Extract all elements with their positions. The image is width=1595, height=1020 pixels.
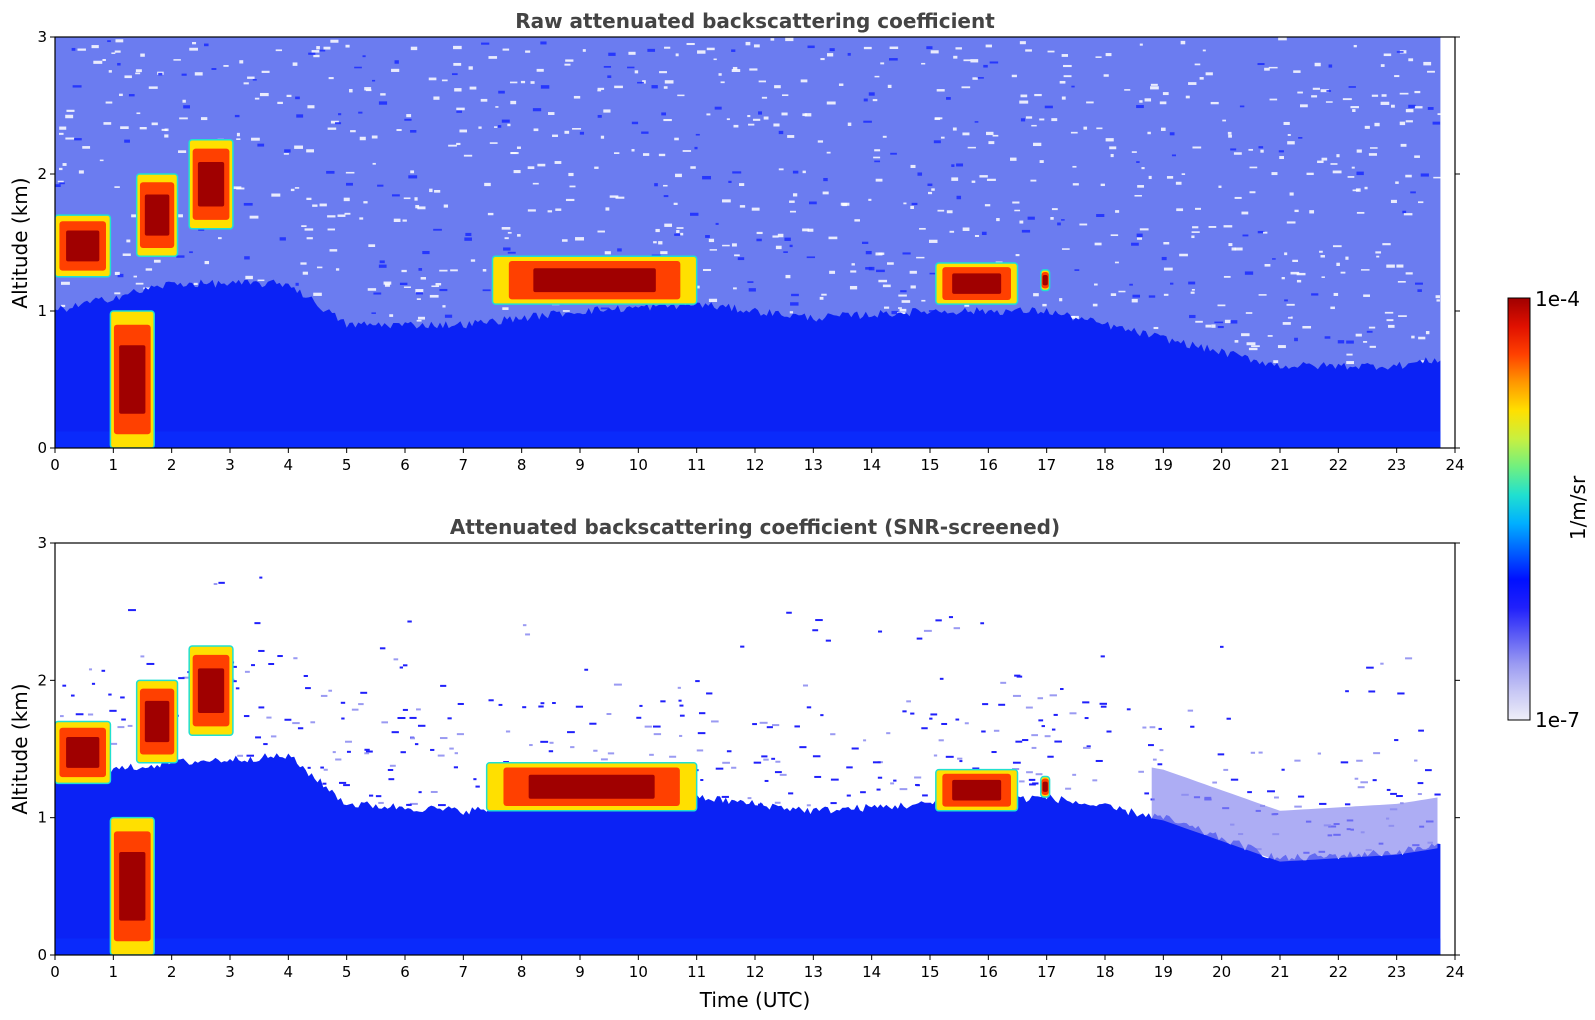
y-tick-label: 1 (37, 809, 47, 827)
surface-layer (55, 938, 1441, 955)
x-tick-label: 2 (167, 456, 177, 474)
x-tick-label: 17 (1037, 456, 1056, 474)
x-tick-label: 12 (745, 456, 764, 474)
x-tick-label: 11 (687, 963, 706, 981)
x-tick-label: 5 (342, 963, 352, 981)
x-tick-label: 7 (459, 963, 469, 981)
x-tick-label: 9 (575, 963, 585, 981)
panel-raw-y-label: Altitude (km) (8, 177, 32, 308)
colorbar: 1e-4 1e-7 1/m/sr (1507, 287, 1590, 732)
x-tick-label: 14 (862, 456, 881, 474)
x-tick-label: 19 (1154, 456, 1173, 474)
boundary-layer (55, 279, 1441, 448)
panel-raw-x-axis: 0 1 2 3 4 5 6 7 8 9 10 11 12 13 14 15 16 17 18 19 20 21 22 23 24 (50, 448, 1465, 474)
cloud-feature (55, 214, 112, 278)
colorbar-unit-label: 1/m/sr (1566, 475, 1590, 540)
cloud-feature (935, 768, 1019, 812)
y-tick-label: 0 (37, 439, 47, 457)
x-tick-label: 21 (1270, 456, 1289, 474)
x-tick-label: 17 (1037, 963, 1056, 981)
x-tick-label: 0 (50, 963, 60, 981)
x-tick-label: 16 (979, 456, 998, 474)
panel-screened-y-label: Altitude (km) (8, 683, 32, 814)
cloud-feature (188, 139, 234, 230)
x-tick-label: 8 (517, 456, 527, 474)
y-tick-label: 2 (37, 165, 47, 183)
x-tick-label: 10 (629, 456, 648, 474)
cloud-feature (1040, 775, 1051, 798)
x-tick-label: 4 (284, 963, 294, 981)
haze-band (1151, 767, 1438, 862)
x-tick-label: 22 (1329, 963, 1348, 981)
x-tick-label: 13 (804, 456, 823, 474)
x-tick-label: 1 (109, 963, 119, 981)
surface-layer (55, 431, 1441, 448)
x-tick-label: 11 (687, 456, 706, 474)
cloud-feature (491, 255, 698, 305)
panel-raw: Raw attenuated backscattering coefficien… (8, 9, 1465, 474)
x-tick-label: 2 (167, 963, 177, 981)
x-tick-label: 10 (629, 963, 648, 981)
panel-screened-y-axis: 0 1 2 3 (37, 534, 1460, 964)
cloud-feature (935, 262, 1019, 305)
x-tick-label: 5 (342, 456, 352, 474)
panel-raw-title: Raw attenuated backscattering coefficien… (515, 9, 995, 33)
cloud-feature (135, 679, 179, 764)
x-tick-label: 20 (1212, 456, 1231, 474)
cloud-feature (55, 720, 112, 785)
x-tick-label: 23 (1387, 456, 1406, 474)
panel-raw-y-axis: 0 1 2 3 (37, 28, 1460, 457)
y-tick-label: 3 (37, 534, 47, 552)
x-tick-label: 0 (50, 456, 60, 474)
y-tick-label: 3 (37, 28, 47, 46)
boundary-layer (55, 753, 1441, 955)
panel-raw-plot-area (55, 37, 1443, 448)
panel-screened-plot-area (55, 576, 1441, 955)
x-tick-label: 24 (1445, 963, 1464, 981)
panel-screened: Attenuated backscattering coefficient (S… (8, 515, 1465, 1012)
x-tick-label: 6 (400, 963, 410, 981)
x-tick-label: 9 (575, 456, 585, 474)
x-tick-label: 3 (225, 963, 235, 981)
x-tick-label: 14 (862, 963, 881, 981)
y-tick-label: 2 (37, 671, 47, 689)
y-tick-label: 1 (37, 302, 47, 320)
panel-screened-title: Attenuated backscattering coefficient (S… (450, 515, 1060, 539)
cloud-feature (485, 761, 698, 812)
x-axis-label: Time (UTC) (699, 988, 811, 1012)
x-tick-label: 13 (804, 963, 823, 981)
x-tick-label: 7 (459, 456, 469, 474)
x-tick-label: 1 (109, 456, 119, 474)
noise-speckle (55, 37, 1443, 365)
x-tick-label: 15 (920, 456, 939, 474)
x-tick-label: 19 (1154, 963, 1173, 981)
x-tick-label: 20 (1212, 963, 1231, 981)
cloud-feature (188, 645, 234, 737)
x-tick-label: 24 (1445, 456, 1464, 474)
x-tick-label: 16 (979, 963, 998, 981)
x-tick-label: 21 (1270, 963, 1289, 981)
x-tick-label: 6 (400, 456, 410, 474)
colorbar-min-label: 1e-7 (1535, 708, 1580, 732)
panel-screened-x-axis: 0 1 2 3 4 5 6 7 8 9 10 11 12 13 14 15 16 17 18 19 20 21 22 23 24 (50, 955, 1465, 981)
x-tick-label: 23 (1387, 963, 1406, 981)
x-tick-label: 15 (920, 963, 939, 981)
x-tick-label: 18 (1095, 456, 1114, 474)
cloud-feature (1040, 269, 1051, 292)
colorbar-max-label: 1e-4 (1535, 287, 1580, 311)
y-tick-label: 0 (37, 946, 47, 964)
colorbar-bar (1507, 297, 1531, 721)
cloud-feature (109, 310, 155, 448)
x-tick-label: 4 (284, 456, 294, 474)
x-tick-label: 8 (517, 963, 527, 981)
cloud-feature (109, 816, 155, 955)
x-tick-label: 18 (1095, 963, 1114, 981)
x-tick-label: 22 (1329, 456, 1348, 474)
cloud-feature (135, 173, 179, 257)
x-tick-label: 12 (745, 963, 764, 981)
x-tick-label: 3 (225, 456, 235, 474)
